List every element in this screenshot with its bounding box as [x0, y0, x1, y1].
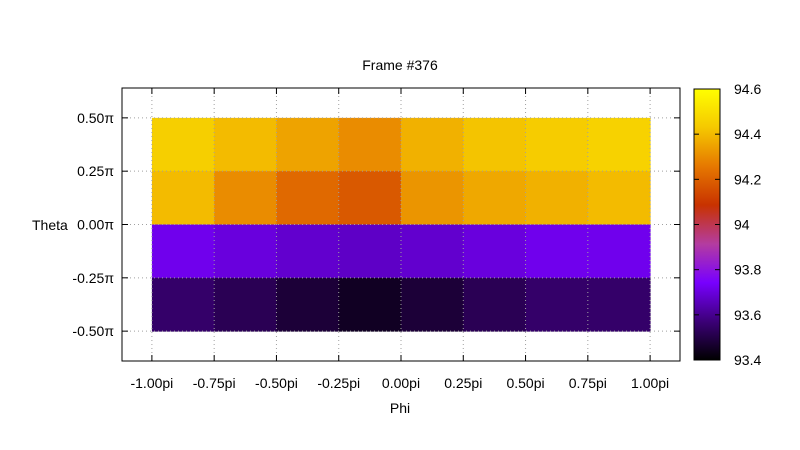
y-tick-label: -0.50π [72, 323, 114, 339]
chart-title: Frame #376 [362, 57, 438, 73]
heatmap-cell [338, 171, 402, 225]
colorbar-tick-label: 94.4 [734, 126, 761, 142]
grid-lines [122, 88, 680, 361]
x-tick-label: 1.00pi [631, 375, 669, 391]
heatmap-cell [276, 117, 340, 172]
heatmap-cell [401, 224, 464, 279]
x-axis-ticks: -1.00pi -0.75pi -0.50pi -0.25pi 0.00pi 0.25pi… [130, 88, 669, 391]
heatmap-cell [587, 224, 651, 279]
x-tick-label: 0.75pi [569, 375, 607, 391]
heatmap-cell [463, 171, 527, 225]
y-tick-label: 0.25π [77, 163, 114, 179]
heatmap-cell [525, 277, 589, 332]
heatmap-cell [587, 117, 651, 172]
colorbar-tick-label: 94.6 [734, 81, 761, 97]
heatmap-cell [338, 224, 402, 279]
heatmap-cell [151, 224, 215, 279]
heatmap-cell [276, 224, 340, 279]
colorbar-tick-label: 94 [734, 217, 750, 233]
heatmap-cell [401, 117, 464, 172]
y-axis-ticks: 0.50π 0.25π 0.00π -0.25π -0.50π [72, 110, 680, 339]
heatmap-cells [151, 117, 651, 332]
heatmap-cell [587, 277, 651, 332]
heatmap-cell [338, 117, 402, 172]
heatmap-cell [401, 171, 464, 225]
colorbar-tick-label: 94.2 [734, 171, 761, 187]
heatmap-cell [525, 224, 589, 279]
colorbar-tick-label: 93.8 [734, 262, 761, 278]
heatmap-cell [214, 171, 277, 225]
heatmap-cell [214, 224, 277, 279]
heatmap-cell [151, 277, 215, 332]
y-tick-label: 0.50π [77, 110, 114, 126]
heatmap-cell [587, 171, 651, 225]
heatmap-cell [214, 277, 277, 332]
heatmap-cell [463, 117, 527, 172]
heatmap-cell [401, 277, 464, 332]
x-tick-label: -0.25pi [317, 375, 360, 391]
heatmap-cell [276, 277, 340, 332]
x-tick-label: 0.25pi [444, 375, 482, 391]
heatmap-cell [151, 117, 215, 172]
colorbar-ticks: 94.6 94.4 94.2 94 93.8 93.6 93.4 [694, 81, 761, 368]
x-tick-label: -0.75pi [193, 375, 236, 391]
x-axis-label: Phi [390, 400, 410, 416]
x-tick-label: 0.00pi [382, 375, 420, 391]
heatmap-cell [338, 277, 402, 332]
heatmap-cell [151, 171, 215, 225]
y-tick-label: -0.25π [72, 270, 114, 286]
heatmap-cell [463, 277, 527, 332]
y-tick-label: 0.00π [77, 217, 114, 233]
y-axis-label: Theta [32, 217, 68, 233]
heatmap-cell [525, 171, 589, 225]
colorbar-tick-label: 93.4 [734, 352, 761, 368]
x-tick-label: 0.50pi [506, 375, 544, 391]
heatmap-cell [214, 117, 277, 172]
x-tick-label: -1.00pi [130, 375, 173, 391]
heatmap-cell [463, 224, 527, 279]
colorbar-tick-label: 93.6 [734, 307, 761, 323]
heatmap-cell [525, 117, 589, 172]
x-tick-label: -0.50pi [255, 375, 298, 391]
heatmap-cell [276, 171, 340, 225]
